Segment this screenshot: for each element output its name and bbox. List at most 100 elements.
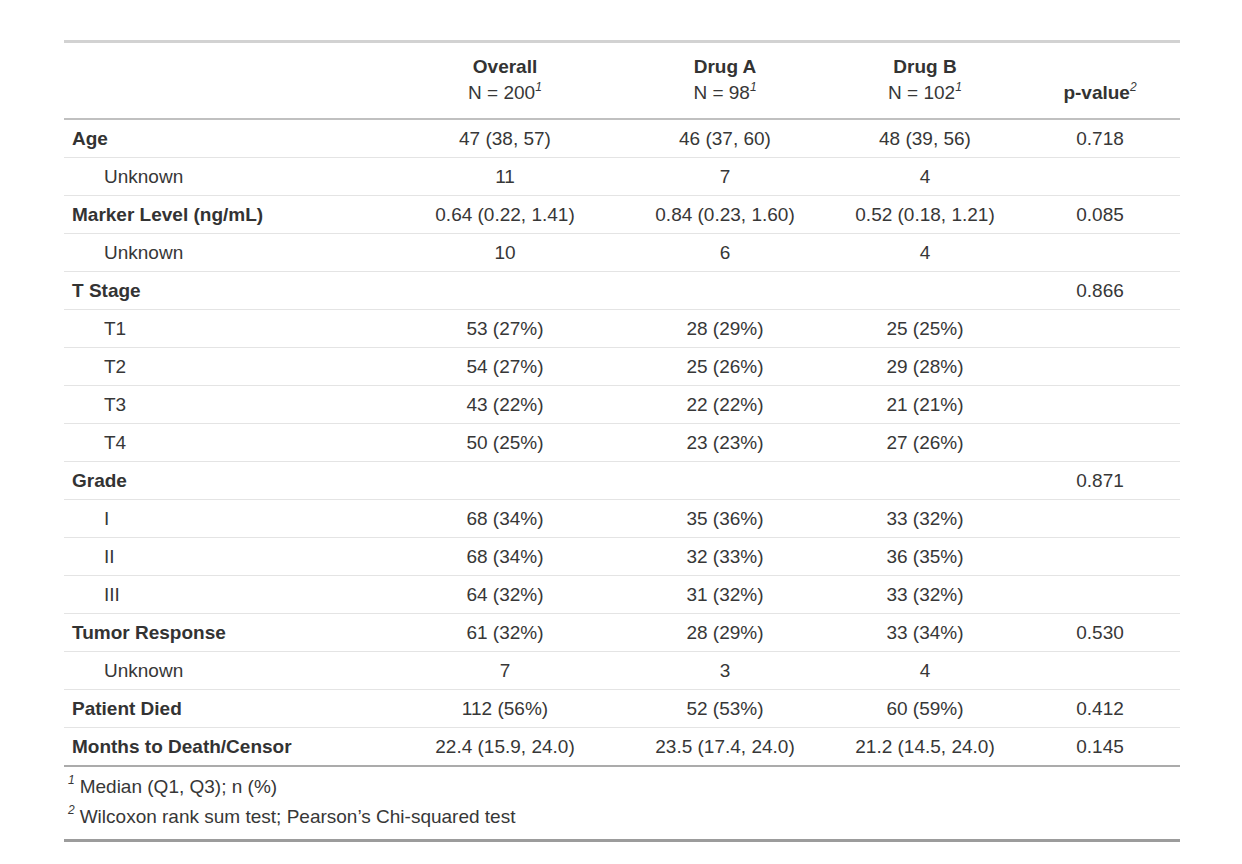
footnote-mark-1: 1	[535, 80, 542, 94]
column-title-drug-a: Drug A	[694, 56, 757, 77]
cell-overall: 11	[390, 158, 620, 196]
footnote-1: 1 Median (Q1, Q3); n (%)	[64, 772, 1180, 802]
cell-p-value: 0.718	[1020, 119, 1180, 158]
row-label: T1	[64, 310, 390, 348]
cell-p-value	[1020, 234, 1180, 272]
row-label: I	[64, 500, 390, 538]
cell-overall: 64 (32%)	[390, 576, 620, 614]
table-row-patient-died: Patient Died 112 (56%) 52 (53%) 60 (59%)…	[64, 690, 1180, 728]
cell-drug-a: 35 (36%)	[620, 500, 830, 538]
footnote-1-text: Median (Q1, Q3); n (%)	[80, 776, 277, 797]
cell-overall: 43 (22%)	[390, 386, 620, 424]
cell-drug-a	[620, 462, 830, 500]
cell-p-value: 0.412	[1020, 690, 1180, 728]
footnote-mark-1: 1	[750, 80, 757, 94]
cell-overall	[390, 462, 620, 500]
table-row-t1: T1 53 (27%) 28 (29%) 25 (25%)	[64, 310, 1180, 348]
row-label: Grade	[64, 462, 390, 500]
table-row-t2: T2 54 (27%) 25 (26%) 29 (28%)	[64, 348, 1180, 386]
table-row-age-unknown: Unknown 11 7 4	[64, 158, 1180, 196]
cell-drug-a: 22 (22%)	[620, 386, 830, 424]
table-row-grade-3: III 64 (32%) 31 (32%) 33 (32%)	[64, 576, 1180, 614]
cell-overall: 22.4 (15.9, 24.0)	[390, 728, 620, 767]
row-label: Unknown	[64, 234, 390, 272]
footnote-2: 2Wilcoxon rank sum test; Pearson’s Chi-s…	[64, 802, 1180, 832]
cell-overall: 7	[390, 652, 620, 690]
cell-drug-b: 36 (35%)	[830, 538, 1020, 576]
header-cell-drug-b: Drug B N = 1021	[830, 42, 1020, 120]
cell-drug-b	[830, 462, 1020, 500]
row-label: T Stage	[64, 272, 390, 310]
footnote-mark-2: 2	[1130, 80, 1137, 94]
cell-drug-b: 48 (39, 56)	[830, 119, 1020, 158]
cell-overall: 50 (25%)	[390, 424, 620, 462]
cell-drug-a: 32 (33%)	[620, 538, 830, 576]
cell-overall: 112 (56%)	[390, 690, 620, 728]
cell-drug-a: 28 (29%)	[620, 614, 830, 652]
table-row-t3: T3 43 (22%) 22 (22%) 21 (21%)	[64, 386, 1180, 424]
cell-overall: 47 (38, 57)	[390, 119, 620, 158]
table-row-tumor-unknown: Unknown 7 3 4	[64, 652, 1180, 690]
table-row-grade-2: II 68 (34%) 32 (33%) 36 (35%)	[64, 538, 1180, 576]
cell-p-value: 0.085	[1020, 196, 1180, 234]
table-row-age: Age 47 (38, 57) 46 (37, 60) 48 (39, 56) …	[64, 119, 1180, 158]
cell-drug-a: 31 (32%)	[620, 576, 830, 614]
row-label: Age	[64, 119, 390, 158]
row-label: Unknown	[64, 158, 390, 196]
cell-drug-b: 21 (21%)	[830, 386, 1020, 424]
row-label: T2	[64, 348, 390, 386]
cell-overall: 54 (27%)	[390, 348, 620, 386]
cell-drug-b: 33 (32%)	[830, 500, 1020, 538]
summary-table-container: Overall N = 2001 Drug A N = 981 Drug B N…	[64, 40, 1180, 842]
cell-drug-b: 60 (59%)	[830, 690, 1020, 728]
column-n-overall: N = 2001	[468, 82, 542, 103]
cell-drug-b: 27 (26%)	[830, 424, 1020, 462]
row-label: T4	[64, 424, 390, 462]
cell-drug-a: 6	[620, 234, 830, 272]
row-label: Patient Died	[64, 690, 390, 728]
cell-p-value: 0.530	[1020, 614, 1180, 652]
cell-p-value	[1020, 348, 1180, 386]
table-row-marker-unknown: Unknown 10 6 4	[64, 234, 1180, 272]
cell-overall	[390, 272, 620, 310]
cell-p-value	[1020, 576, 1180, 614]
cell-drug-a: 23 (23%)	[620, 424, 830, 462]
header-cell-drug-a: Drug A N = 981	[620, 42, 830, 120]
cell-drug-b: 4	[830, 158, 1020, 196]
cell-drug-a: 0.84 (0.23, 1.60)	[620, 196, 830, 234]
row-label: III	[64, 576, 390, 614]
header-row: Overall N = 2001 Drug A N = 981 Drug B N…	[64, 42, 1180, 120]
column-title-p-value: p-value	[1063, 82, 1130, 103]
cell-drug-a: 25 (26%)	[620, 348, 830, 386]
cell-drug-a	[620, 272, 830, 310]
cell-overall: 68 (34%)	[390, 500, 620, 538]
footnote-2-text: Wilcoxon rank sum test; Pearson’s Chi-sq…	[80, 806, 516, 827]
table-row-months-to-death: Months to Death/Censor 22.4 (15.9, 24.0)…	[64, 728, 1180, 767]
cell-p-value	[1020, 652, 1180, 690]
cell-drug-b: 4	[830, 652, 1020, 690]
row-label: Months to Death/Censor	[64, 728, 390, 767]
row-label: Tumor Response	[64, 614, 390, 652]
cell-drug-b: 33 (32%)	[830, 576, 1020, 614]
cell-drug-a: 7	[620, 158, 830, 196]
table-row-tumor-response: Tumor Response 61 (32%) 28 (29%) 33 (34%…	[64, 614, 1180, 652]
footnote-1-mark: 1	[68, 773, 75, 787]
cell-p-value: 0.866	[1020, 272, 1180, 310]
cell-overall: 10	[390, 234, 620, 272]
column-title-drug-b: Drug B	[893, 56, 956, 77]
cell-drug-b	[830, 272, 1020, 310]
cell-drug-a: 23.5 (17.4, 24.0)	[620, 728, 830, 767]
table-row-grade: Grade 0.871	[64, 462, 1180, 500]
cell-drug-b: 33 (34%)	[830, 614, 1020, 652]
column-title-overall: Overall	[473, 56, 537, 77]
cell-drug-b: 25 (25%)	[830, 310, 1020, 348]
cell-p-value: 0.145	[1020, 728, 1180, 767]
cell-drug-a: 46 (37, 60)	[620, 119, 830, 158]
header-cell-overall: Overall N = 2001	[390, 42, 620, 120]
row-label: Marker Level (ng/mL)	[64, 196, 390, 234]
header-cell-label	[64, 42, 390, 120]
row-label: T3	[64, 386, 390, 424]
cell-overall: 68 (34%)	[390, 538, 620, 576]
cell-p-value	[1020, 386, 1180, 424]
cell-p-value	[1020, 500, 1180, 538]
